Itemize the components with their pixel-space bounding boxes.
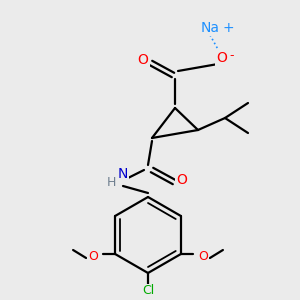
Text: +: + bbox=[222, 21, 234, 35]
Text: N: N bbox=[118, 167, 128, 181]
Text: O: O bbox=[198, 250, 208, 262]
Text: H: H bbox=[106, 176, 116, 188]
Text: Cl: Cl bbox=[142, 284, 154, 298]
Text: O: O bbox=[217, 51, 227, 65]
Text: -: - bbox=[230, 50, 234, 62]
Text: O: O bbox=[177, 173, 188, 187]
Text: O: O bbox=[138, 53, 148, 67]
Text: Na: Na bbox=[200, 21, 220, 35]
Text: O: O bbox=[88, 250, 98, 262]
